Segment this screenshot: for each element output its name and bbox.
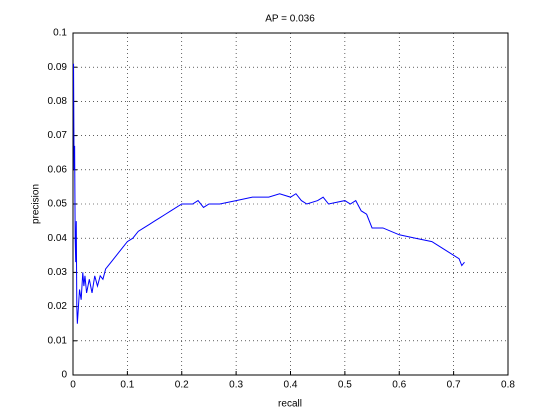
plot-frame <box>72 32 509 376</box>
data-line <box>73 63 465 324</box>
y-tick-label: 0.05 <box>48 199 68 210</box>
y-axis-label: precision <box>31 184 42 224</box>
y-tick-label: 0.02 <box>48 301 68 312</box>
x-tick-label: 0.1 <box>120 380 134 391</box>
chart-title: AP = 0.036 <box>265 14 315 25</box>
y-tick-label: 0 <box>61 370 67 381</box>
x-tick-label: 0.4 <box>284 380 298 391</box>
x-tick-label: 0.6 <box>392 380 406 391</box>
y-tick-label: 0.01 <box>48 335 68 346</box>
y-tick-label: 0.07 <box>48 130 68 141</box>
y-tick-label: 0.1 <box>53 28 67 39</box>
y-tick-label: 0.04 <box>48 233 68 244</box>
x-tick-label: 0.7 <box>447 380 461 391</box>
y-tick-label: 0.06 <box>48 164 68 175</box>
x-tick-label: 0.8 <box>501 380 515 391</box>
y-tick-label: 0.09 <box>48 62 68 73</box>
x-tick-label: 0.5 <box>338 380 352 391</box>
y-tick-label: 0.03 <box>48 267 68 278</box>
x-tick-label: 0.3 <box>229 380 243 391</box>
x-tick-label: 0 <box>70 380 76 391</box>
x-tick-label: 0.2 <box>175 380 189 391</box>
x-axis-label: recall <box>278 399 302 410</box>
y-tick-label: 0.08 <box>48 96 68 107</box>
